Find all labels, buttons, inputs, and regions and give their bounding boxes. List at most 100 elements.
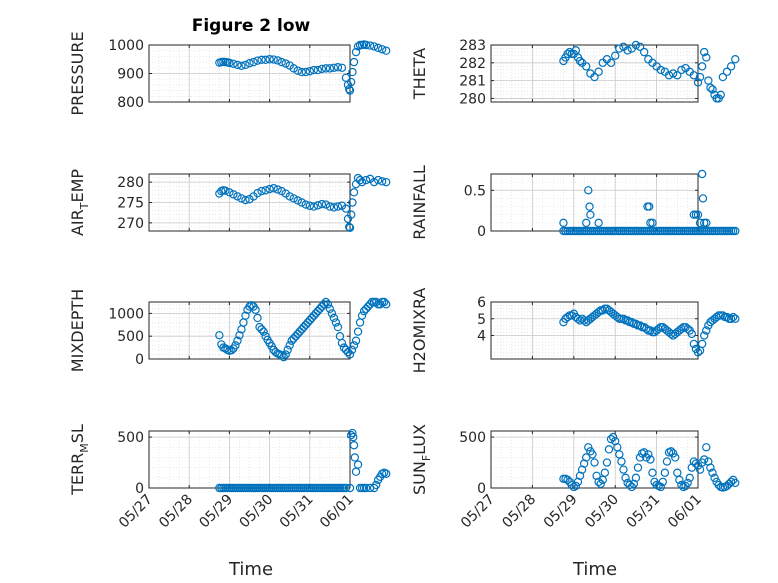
data-point [261,186,270,195]
data-point [355,175,365,185]
data-point [225,58,234,68]
y-tick-label: 281 [459,74,486,90]
data-point [349,57,359,67]
y-tick-label: 275 [117,196,144,212]
data-point [293,196,302,205]
data-point [697,339,707,349]
y-axis-label: SUNFLUX [410,424,433,495]
y-tick-label: 800 [117,95,144,111]
data-point [293,66,302,75]
data-point [369,177,379,187]
data-point [646,326,655,335]
data-point [706,83,715,92]
data-point [341,204,351,213]
data-point [347,345,357,355]
data-point [718,72,728,82]
x-tick-label: 05/28 [156,492,196,532]
data-point [235,331,244,340]
data-point [353,42,363,51]
data-point [726,314,736,323]
data-point [347,430,356,440]
data-point [357,311,367,320]
y-tick-label: 0 [135,352,144,368]
data-point [231,341,240,350]
y-tick-label: 900 [117,67,144,83]
data-point [347,210,356,219]
data-point [575,316,585,325]
data-point [347,77,356,87]
y-tick-label: 500 [459,430,486,446]
data-point [689,339,699,349]
data-point [329,203,339,212]
data-point [702,443,711,452]
data-point [349,188,359,197]
data-point [317,199,327,209]
data-point [693,78,703,87]
data-point [357,177,367,187]
y-tick-label: 270 [117,216,144,232]
data-point [285,341,294,350]
data-point [379,297,389,307]
data-point [579,316,589,325]
data-point [327,309,337,318]
data-point [353,327,363,336]
data-point [227,346,236,355]
x-tick-label: 05/27 [116,492,156,532]
data-point [289,64,298,73]
data-point [249,57,258,67]
data-point [606,58,616,68]
data-point [633,463,643,472]
data-point [333,322,343,332]
data-point [596,479,605,489]
data-point [623,46,632,55]
data-point [582,218,591,228]
data-point [584,443,593,452]
data-point [731,314,740,323]
data-point [600,468,610,477]
data-series-rainfall [559,169,740,236]
data-point [257,55,266,65]
data-series-terr_msl [215,428,391,493]
data-point [677,65,686,75]
data-point [313,201,323,210]
data-series-theta [559,40,740,103]
data-point [289,194,298,203]
data-point [259,327,268,336]
data-point [377,45,387,54]
data-point [373,43,383,53]
x-axis-label-right: Time [572,559,617,580]
data-point [598,306,607,315]
x-tick-label: 05/27 [458,492,498,532]
x-tick-label: 05/30 [237,492,277,532]
data-point [281,59,290,68]
data-point [369,42,379,51]
data-point [265,55,274,64]
y-tick-label: 0 [135,481,144,497]
panel-terr_msl: 0 500 TERRMSL 05/27 05/28 05/29 05/30 05/31 06/0… [68,424,391,532]
data-point [233,336,242,345]
data-point [644,202,654,211]
data-point [233,192,242,201]
x-axis-label-left: Time [228,559,273,580]
data-point [345,483,355,493]
data-point [273,56,282,65]
data-point [321,297,331,307]
data-point [365,41,375,50]
data-point [660,468,670,477]
data-point [702,326,711,335]
data-point [619,465,628,474]
x-tick-label: 05/29 [541,492,581,532]
data-point [708,85,717,94]
data-point [361,40,371,50]
data-point [349,432,358,442]
data-point [575,56,585,66]
data-point [706,463,715,472]
y-axis-label-tail: LUX [410,424,429,455]
data-point [563,475,572,485]
data-point [683,324,692,334]
panel-pressure: 800 900 1000 PRESSURE [68,31,391,116]
data-point [656,65,665,75]
data-point [277,57,286,67]
y-tick-label: 282 [459,56,486,72]
data-point [349,441,359,450]
